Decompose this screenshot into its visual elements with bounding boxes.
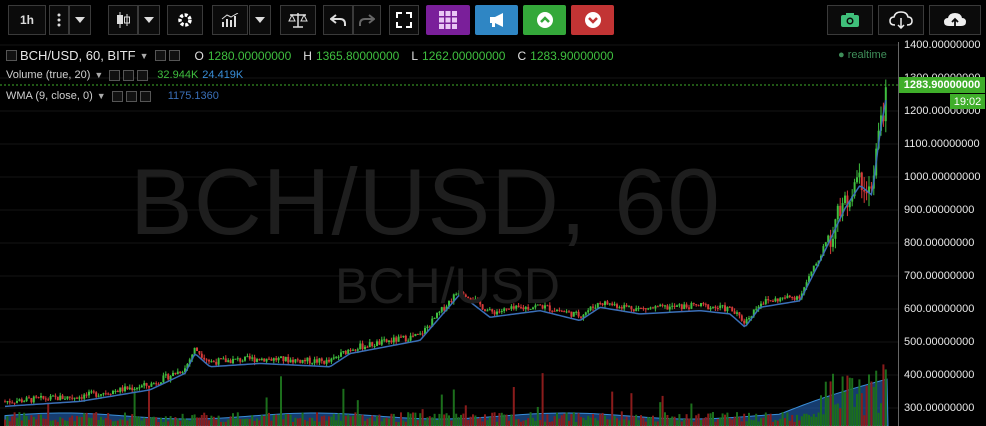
volume-ma-value: 24.419K	[202, 69, 244, 81]
close-label: C	[517, 48, 527, 63]
sell-button[interactable]	[571, 5, 614, 35]
cloud-download-icon	[889, 11, 913, 29]
indicators-button[interactable]	[212, 5, 248, 35]
camera-icon	[841, 13, 859, 27]
candlesticks	[4, 79, 887, 408]
price-tick-label: 500.00000000	[904, 336, 975, 348]
price-tick-label: 600.00000000	[904, 303, 975, 315]
cube-grid-icon	[439, 11, 457, 29]
close-icon[interactable]	[139, 90, 151, 102]
cloud-upload-icon	[944, 13, 966, 27]
fullscreen-button[interactable]	[389, 5, 419, 35]
interval-menu-icon[interactable]	[49, 5, 69, 35]
interval-label: 1h	[19, 13, 34, 27]
gear-icon[interactable]	[123, 69, 135, 81]
interval-dropdown-button[interactable]	[69, 5, 91, 35]
chevron-down-icon	[255, 17, 265, 23]
undo-button[interactable]	[323, 5, 353, 35]
chevron-up-circle-icon	[536, 12, 553, 28]
chart-style-button[interactable]	[108, 5, 138, 35]
open-value: 1280.00000000	[207, 48, 292, 63]
chevron-down-icon	[75, 17, 85, 23]
high-label: H	[303, 48, 312, 63]
high-value: 1365.80000000	[315, 48, 400, 63]
price-tick-label: 1400.00000000	[904, 39, 981, 51]
indicators-dropdown-button[interactable]	[249, 5, 271, 35]
eye-icon[interactable]	[154, 50, 166, 61]
chevron-down-icon	[144, 17, 154, 23]
volume-value: 32.944K	[157, 69, 199, 81]
price-tick-label: 1100.00000000	[904, 138, 980, 150]
chart-canvas	[0, 44, 898, 426]
price-axis[interactable]	[898, 42, 986, 426]
wma-legend: WMA (9, close, 0) ▼ 1175.1360	[6, 90, 219, 102]
plugin-cube-button[interactable]	[426, 5, 470, 35]
symbol-title[interactable]: BCH/USD, 60, BITF	[20, 48, 136, 63]
volume-study-label[interactable]: Volume (true, 20)	[6, 69, 91, 81]
save-layout-button[interactable]	[929, 5, 981, 35]
chevron-down-icon[interactable]: ▼	[139, 50, 149, 61]
eye-icon[interactable]	[111, 90, 123, 102]
megaphone-icon	[489, 13, 503, 27]
realtime-label: realtime	[847, 49, 887, 61]
price-tick-label: 800.00000000	[904, 237, 975, 249]
symbol-watermark: BCH/USD, 60	[130, 149, 721, 254]
settings-button[interactable]	[167, 5, 203, 35]
gear-icon	[178, 13, 192, 27]
price-tick-label: 400.00000000	[904, 369, 975, 381]
wma-value: 1175.1360	[167, 90, 219, 102]
chevron-down-icon[interactable]: ▼	[94, 70, 104, 80]
price-tick-label: 1000.00000000	[904, 171, 981, 183]
main-series-legend: BCH/USD, 60, BITF ▼ O 1280.00000000 H 13…	[6, 48, 614, 63]
redo-icon	[359, 14, 375, 26]
chart-area[interactable]	[0, 42, 986, 426]
gear-icon[interactable]	[168, 50, 180, 61]
grid-lines	[0, 44, 898, 409]
buy-button[interactable]	[523, 5, 566, 35]
collapse-legend-icon[interactable]	[6, 50, 17, 61]
price-tick-label: 300.00000000	[904, 402, 975, 414]
price-tick-label: 900.00000000	[904, 204, 975, 216]
scales-icon	[288, 13, 308, 28]
indicators-icon	[221, 13, 239, 27]
wma-study-label[interactable]: WMA (9, close, 0)	[6, 90, 93, 102]
fullscreen-icon	[396, 12, 412, 28]
last-price-tag: 1283.90000000	[899, 77, 985, 93]
chevron-down-circle-icon	[584, 12, 601, 28]
screenshot-button[interactable]	[827, 5, 873, 35]
top-toolbar: 1h	[0, 0, 986, 42]
bar-countdown-tag: 19:02	[950, 94, 985, 109]
chevron-down-icon[interactable]: ▼	[96, 91, 106, 101]
close-icon[interactable]	[137, 69, 149, 81]
announcements-button[interactable]	[475, 5, 518, 35]
realtime-indicator: ● realtime	[838, 49, 887, 61]
gear-icon[interactable]	[125, 90, 137, 102]
volume-legend: Volume (true, 20) ▼ 32.944K 24.419K	[6, 69, 243, 81]
low-value: 1262.00000000	[422, 48, 506, 63]
symbol-watermark-small: BCH/USD	[335, 258, 561, 314]
undo-icon	[330, 14, 346, 26]
compare-button[interactable]	[280, 5, 316, 35]
volume-bars	[4, 364, 889, 426]
low-label: L	[411, 48, 419, 63]
open-label: O	[194, 48, 204, 63]
kebab-icon	[57, 13, 61, 27]
chart-style-dropdown-button[interactable]	[138, 5, 160, 35]
close-value: 1283.90000000	[530, 48, 614, 63]
load-layout-button[interactable]	[878, 5, 924, 35]
price-tick-label: 700.00000000	[904, 270, 975, 282]
interval-button[interactable]: 1h	[8, 5, 46, 35]
candlestick-icon	[117, 12, 130, 28]
eye-icon[interactable]	[109, 69, 121, 81]
redo-button[interactable]	[353, 5, 381, 35]
